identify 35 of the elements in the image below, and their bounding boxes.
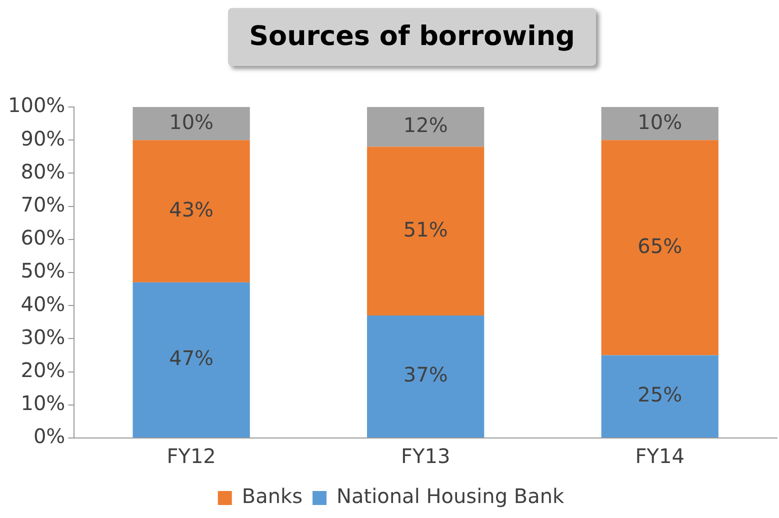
data-label: 10% bbox=[638, 110, 682, 134]
chart-title: Sources of borrowing bbox=[228, 8, 596, 66]
y-tick-label: 0% bbox=[33, 424, 66, 448]
y-tick-label: 80% bbox=[20, 159, 66, 184]
y-tick-label: 70% bbox=[20, 192, 66, 217]
y-tick-label: 100% bbox=[8, 93, 66, 118]
x-tick-label: FY14 bbox=[635, 444, 684, 468]
bar bbox=[601, 140, 718, 356]
y-tick-label: 60% bbox=[20, 226, 66, 250]
data-label: 47% bbox=[169, 346, 214, 370]
legend-label: National Housing Bank bbox=[336, 484, 565, 508]
bar bbox=[367, 146, 484, 316]
bar bbox=[132, 140, 250, 282]
data-label: 12% bbox=[403, 113, 448, 138]
bar bbox=[132, 282, 250, 438]
data-label: 65% bbox=[638, 234, 682, 258]
data-label: 51% bbox=[403, 217, 448, 242]
legend-label: Banks bbox=[242, 484, 303, 508]
bar bbox=[132, 107, 250, 140]
bar bbox=[601, 355, 718, 438]
bar bbox=[601, 107, 718, 140]
bar bbox=[367, 107, 484, 147]
x-tick-label: FY13 bbox=[401, 444, 450, 468]
data-label: 25% bbox=[638, 382, 682, 407]
y-tick-label: 40% bbox=[20, 292, 66, 316]
data-label: 10% bbox=[169, 110, 214, 134]
data-label: 37% bbox=[403, 362, 448, 387]
y-tick-label: 10% bbox=[20, 391, 66, 416]
x-tick-label: FY12 bbox=[166, 444, 216, 468]
y-tick-label: 30% bbox=[20, 324, 66, 349]
y-tick-label: 50% bbox=[20, 258, 66, 283]
bar bbox=[367, 316, 484, 438]
y-tick-label: 20% bbox=[20, 358, 66, 382]
data-label: 43% bbox=[169, 197, 214, 222]
y-tick-label: 90% bbox=[20, 126, 66, 150]
